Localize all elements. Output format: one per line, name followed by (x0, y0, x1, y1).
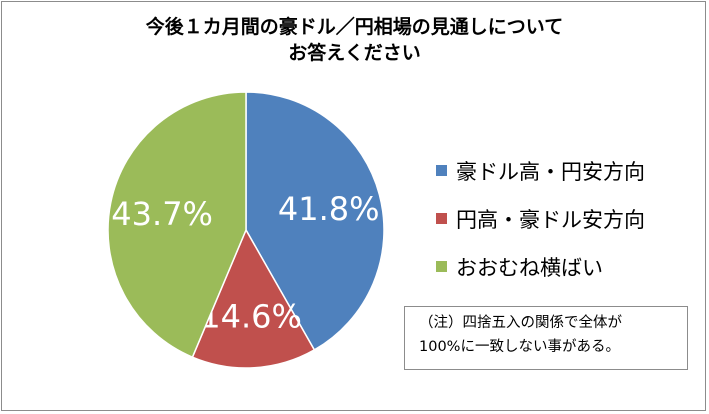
pie-slice-flat (107, 91, 247, 359)
legend-swatch (436, 213, 447, 224)
pie-slice-yen-up (191, 228, 316, 369)
chart-title: 今後１カ月間の豪ドル／円相場の見通しについて お答えください (0, 14, 709, 66)
note-line-2: 100%に一致しない事がある。 (419, 339, 620, 355)
chart-title-line-2: お答えください (288, 42, 421, 64)
pie-slice-usd-up (245, 91, 385, 351)
rounding-note: （注）四捨五入の関係で全体が 100%に一致しない事がある。 (404, 306, 688, 370)
pie-data-label: 41.8% (278, 190, 380, 228)
legend-swatch (436, 261, 447, 272)
pie-data-label: 14.6% (200, 297, 302, 335)
legend-label: 豪ドル高・円安方向 (456, 160, 645, 184)
chart-title-line-1: 今後１カ月間の豪ドル／円相場の見通しについて (145, 16, 564, 38)
legend-label: おおむね横ばい (456, 256, 603, 280)
note-line-1: （注）四捨五入の関係で全体が (419, 315, 622, 331)
legend-swatch (436, 165, 447, 176)
pie-data-label: 43.7% (111, 195, 213, 233)
legend-label: 円高・豪ドル安方向 (456, 208, 645, 232)
